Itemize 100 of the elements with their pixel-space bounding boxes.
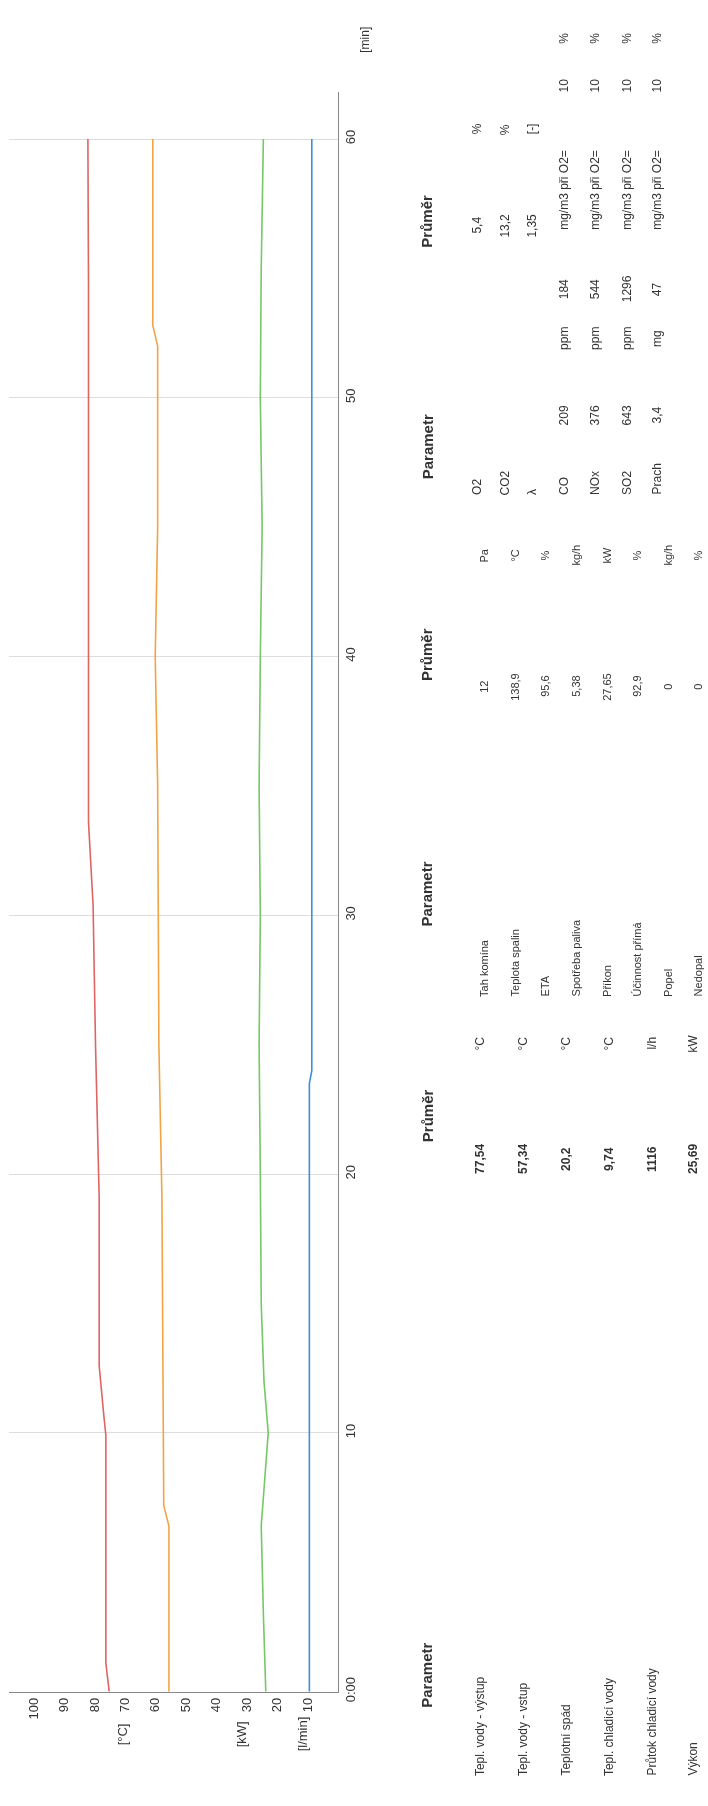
text: 95,6 <box>539 675 552 697</box>
text: 10 <box>619 78 634 93</box>
text: Pa <box>478 548 491 563</box>
text: λ <box>525 488 540 495</box>
y-tick-label: 40 <box>342 647 358 662</box>
text: 13,2 <box>498 213 513 238</box>
text: 5,38 <box>570 675 583 697</box>
text: ETA <box>538 975 551 997</box>
text: Parametr <box>418 861 436 927</box>
text: Prach <box>649 463 664 495</box>
text: 1116 <box>645 1146 660 1172</box>
y-tick-label: 50 <box>342 388 358 404</box>
text: SO2 <box>620 470 635 495</box>
text: 209 <box>556 405 571 426</box>
text: Popel <box>662 968 675 997</box>
text: 9,74 <box>602 1147 617 1171</box>
text: [-] <box>524 123 539 135</box>
y-tick-label: 60 <box>342 129 358 145</box>
text: °C <box>473 1036 488 1051</box>
text: ppm <box>557 326 572 350</box>
text: Průtok chladicí vody <box>645 1668 660 1776</box>
text: NOx <box>588 470 603 495</box>
text: 57,34 <box>516 1143 531 1174</box>
text: Průměr <box>418 628 436 681</box>
text: Účinnost přímá <box>630 921 643 997</box>
text: Parametr <box>418 1642 436 1708</box>
y-tick-label: 10 <box>342 1423 358 1439</box>
text: °C <box>509 549 522 562</box>
text: 47 <box>649 282 664 297</box>
text: Tepl. chladicí vody <box>601 1678 616 1777</box>
text: 10 <box>587 78 602 93</box>
text: % <box>620 32 635 44</box>
text: 138,9 <box>509 673 522 701</box>
text: [l/min] <box>294 1716 310 1752</box>
x-tick-label: 20 <box>269 1697 285 1713</box>
text: [min] <box>358 26 373 53</box>
x-tick-label: 50 <box>177 1697 193 1713</box>
text: Průměr <box>418 1089 436 1143</box>
text: kg/h <box>662 544 675 566</box>
text: 544 <box>587 278 602 300</box>
x-tick-label: 70 <box>116 1697 132 1713</box>
text: 3,4 <box>649 406 664 424</box>
text: °C <box>559 1036 574 1051</box>
text: Parametr <box>418 414 436 480</box>
x-tick-label: 10 <box>299 1697 315 1713</box>
text: % <box>497 124 512 136</box>
text: 10 <box>556 78 571 93</box>
text: 27,65 <box>601 673 614 701</box>
text: % <box>539 550 552 561</box>
text: Tepl. vody - výstup <box>472 1676 487 1777</box>
x-tick-label: 30 <box>238 1697 254 1713</box>
text: 10 <box>649 78 664 93</box>
text: 1,35 <box>525 213 540 238</box>
text: % <box>631 550 644 561</box>
text: Teplotní spád <box>559 1704 574 1776</box>
text: mg/m3 při O2= <box>620 150 635 230</box>
text: kW <box>601 547 614 564</box>
text: Teplota spalin <box>508 929 521 997</box>
text: 12 <box>478 680 491 693</box>
text: % <box>692 550 705 561</box>
text: % <box>557 32 572 44</box>
text: °C <box>516 1036 531 1051</box>
text: % <box>650 32 665 44</box>
text: mg/m3 při O2= <box>588 150 603 230</box>
text: ppm <box>620 326 635 350</box>
text: % <box>469 123 484 135</box>
text: kg/h <box>570 544 583 566</box>
y-tick-label: 0:00 <box>342 1677 358 1703</box>
text: 77,54 <box>473 1143 488 1174</box>
text: Spotřeba paliva <box>569 919 582 997</box>
text: 376 <box>587 405 602 426</box>
text: 643 <box>619 405 634 426</box>
text: ppm <box>588 326 603 350</box>
text: 92,9 <box>631 675 644 697</box>
text: % <box>588 32 603 44</box>
x-tick-label: 100 <box>25 1697 41 1720</box>
text: 20,2 <box>559 1147 574 1171</box>
text: mg/m3 při O2= <box>557 150 572 230</box>
text: 0 <box>662 683 675 690</box>
y-tick-label: 30 <box>342 906 358 921</box>
y-tick-label: 20 <box>342 1164 358 1180</box>
text: Tepl. vody - vstup <box>515 1682 530 1777</box>
text: CO <box>557 476 572 495</box>
text: Tah komína <box>478 939 491 997</box>
x-tick-label: 90 <box>56 1697 72 1713</box>
text: CO2 <box>497 470 512 496</box>
text: Příkon <box>601 965 614 997</box>
x-tick-label: 60 <box>147 1697 163 1713</box>
text: 5,4 <box>470 216 485 234</box>
text: [kW] <box>233 1721 249 1748</box>
text: 25,69 <box>686 1143 701 1174</box>
x-tick-label: 80 <box>86 1697 102 1713</box>
text: °C <box>602 1036 617 1051</box>
text: 1296 <box>619 275 634 303</box>
text: Výkon <box>686 1742 701 1776</box>
text: mg <box>650 330 665 347</box>
text: mg/m3 při O2= <box>650 150 665 230</box>
text: kW <box>686 1034 701 1053</box>
x-tick-label: 40 <box>208 1697 224 1713</box>
text: Průměr <box>418 194 436 248</box>
